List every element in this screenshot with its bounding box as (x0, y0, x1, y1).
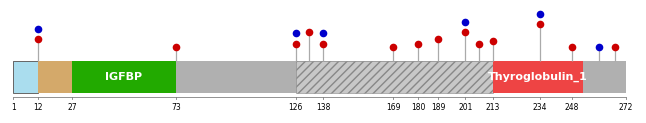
Text: 234: 234 (533, 103, 547, 112)
Text: 126: 126 (289, 103, 303, 112)
Bar (72, 61, 176, 93)
Text: 201: 201 (458, 103, 473, 112)
Text: 272: 272 (619, 103, 633, 112)
Bar (38, 61, 72, 93)
Text: IGFBP: IGFBP (105, 72, 143, 82)
Text: 138: 138 (316, 103, 330, 112)
Bar (492, 61, 583, 93)
Text: 169: 169 (386, 103, 401, 112)
Text: 213: 213 (485, 103, 500, 112)
Text: 12: 12 (34, 103, 43, 112)
Text: Thyroglobulin_1: Thyroglobulin_1 (488, 72, 588, 82)
Bar (583, 61, 626, 93)
Bar (296, 61, 492, 93)
Text: 248: 248 (565, 103, 579, 112)
Bar (13, 61, 626, 93)
Text: 180: 180 (411, 103, 425, 112)
Text: 189: 189 (431, 103, 446, 112)
Text: 27: 27 (67, 103, 77, 112)
Text: 1: 1 (11, 103, 16, 112)
Bar (13, 61, 38, 93)
Text: 73: 73 (171, 103, 181, 112)
